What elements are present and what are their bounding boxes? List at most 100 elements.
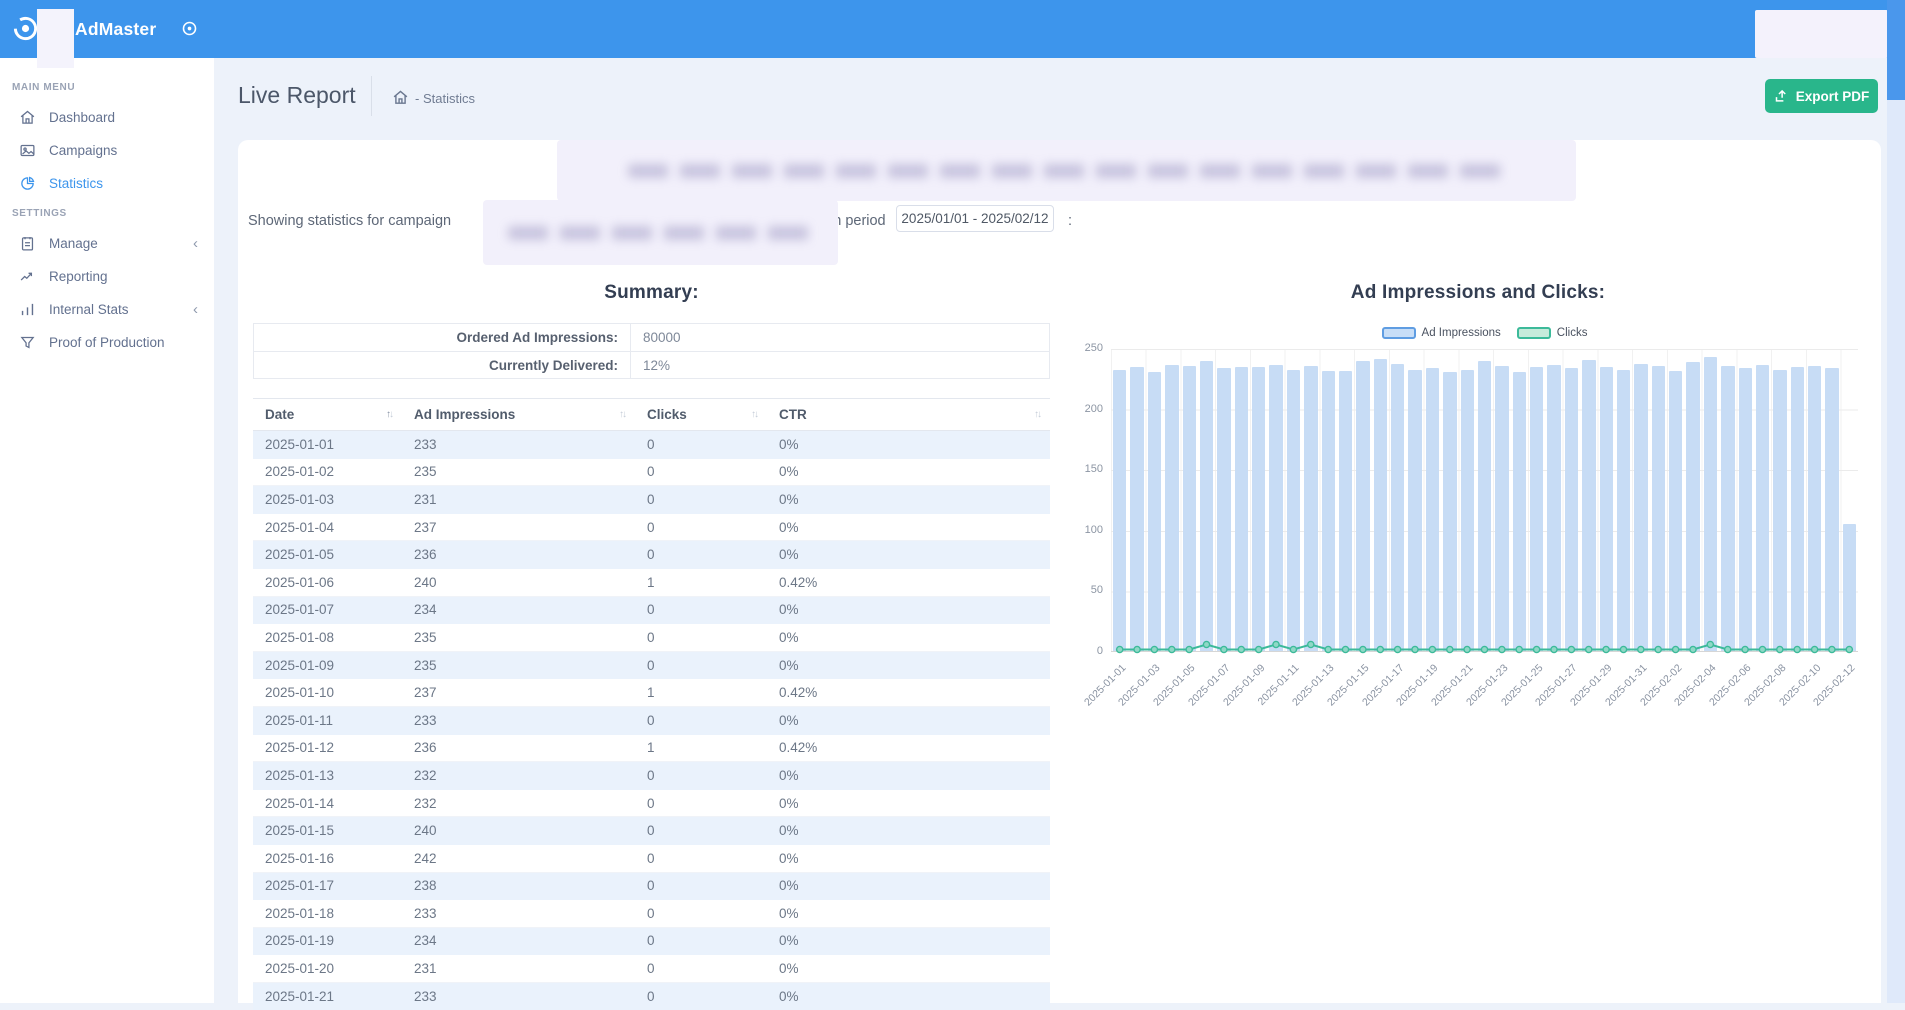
table-cell: 2025-01-06	[253, 575, 402, 590]
table-row: 2025-01-0823500%	[253, 624, 1050, 652]
table-cell: 240	[402, 575, 635, 590]
sort-icon: ↑↓	[751, 409, 757, 420]
table-cell: 0%	[767, 658, 1050, 673]
redacted-campaign-banner	[557, 140, 1576, 201]
table-cell: 1	[635, 740, 767, 755]
clicks-marker	[1759, 646, 1765, 652]
table-cell: 2025-01-03	[253, 492, 402, 507]
table-cell: 2025-01-14	[253, 796, 402, 811]
table-cell: 0	[635, 823, 767, 838]
column-header-ad-impressions[interactable]: Ad Impressions ↑↓	[402, 399, 635, 430]
legend-item-clicks[interactable]: Clicks	[1517, 327, 1588, 339]
table-cell: 235	[402, 658, 635, 673]
home-icon[interactable]	[392, 89, 409, 106]
table-cell: 0%	[767, 437, 1050, 452]
sidebar-item-dashboard[interactable]: Dashboard	[0, 101, 214, 134]
internal-stats-icon	[19, 301, 36, 318]
table-row: 2025-01-0923500%	[253, 652, 1050, 680]
sidebar-item-manage[interactable]: Manage ‹	[0, 227, 214, 260]
export-pdf-button[interactable]: Export PDF	[1765, 79, 1878, 113]
table-cell: 0%	[767, 933, 1050, 948]
column-header-clicks[interactable]: Clicks ↑↓	[635, 399, 767, 430]
table-cell: 0%	[767, 630, 1050, 645]
table-row: 2025-01-1923400%	[253, 928, 1050, 956]
clicks-marker	[1169, 646, 1175, 652]
stats-table-rows: 2025-01-0123300%2025-01-0223500%2025-01-…	[253, 431, 1050, 1010]
sidebar-item-proof-of-production[interactable]: Proof of Production	[0, 326, 214, 359]
sidebar-item-campaigns[interactable]: Campaigns	[0, 134, 214, 167]
summary-value: 12%	[631, 352, 670, 378]
table-cell: 0	[635, 796, 767, 811]
clicks-marker	[1777, 646, 1783, 652]
clicks-marker	[1429, 646, 1435, 652]
legend-item-impressions[interactable]: Ad Impressions	[1382, 327, 1501, 339]
table-cell: 233	[402, 989, 635, 1004]
column-header-date[interactable]: Date ↑↓	[253, 399, 402, 430]
user-menu-redaction-block	[1755, 10, 1888, 58]
clicks-marker	[1481, 646, 1487, 652]
table-cell: 0	[635, 630, 767, 645]
table-cell: 0%	[767, 492, 1050, 507]
table-cell: 237	[402, 685, 635, 700]
table-cell: 2025-01-15	[253, 823, 402, 838]
sidebar-section-main-menu: MAIN MENU	[12, 82, 214, 93]
y-axis-label: 250	[1071, 342, 1103, 354]
table-cell: 0%	[767, 851, 1050, 866]
table-cell: 238	[402, 878, 635, 893]
summary-title: Summary:	[253, 282, 1050, 304]
table-cell: 234	[402, 933, 635, 948]
table-cell: 236	[402, 547, 635, 562]
table-cell: 232	[402, 768, 635, 783]
manage-icon	[19, 235, 36, 252]
table-cell: 2025-01-11	[253, 713, 402, 728]
sidebar-item-internal-stats[interactable]: Internal Stats ‹	[0, 293, 214, 326]
clicks-marker	[1829, 646, 1835, 652]
sidebar: MAIN MENU Dashboard Campaigns Statistics…	[0, 58, 214, 1003]
clicks-marker	[1290, 646, 1296, 652]
table-cell: 2025-01-21	[253, 989, 402, 1004]
date-range-input[interactable]	[896, 205, 1054, 232]
table-row: 2025-01-1524000%	[253, 817, 1050, 845]
clicks-marker	[1238, 646, 1244, 652]
sidebar-item-reporting[interactable]: Reporting	[0, 260, 214, 293]
table-cell: 233	[402, 906, 635, 921]
scrollbar-thumb[interactable]	[1887, 0, 1905, 100]
table-cell: 2025-01-05	[253, 547, 402, 562]
table-cell: 0%	[767, 768, 1050, 783]
table-cell: 0.42%	[767, 685, 1050, 700]
table-row: 2025-01-0523600%	[253, 541, 1050, 569]
clicks-marker	[1586, 646, 1592, 652]
column-header-ctr[interactable]: CTR ↑↓	[767, 399, 1050, 430]
chart-plot	[1111, 349, 1858, 652]
table-cell: 0	[635, 851, 767, 866]
summary-table: Ordered Ad Impressions: 80000 Currently …	[253, 323, 1050, 379]
clicks-marker	[1673, 646, 1679, 652]
sidebar-toggle-icon[interactable]	[181, 20, 198, 37]
table-cell: 2025-01-19	[253, 933, 402, 948]
table-cell: 240	[402, 823, 635, 838]
table-cell: 0%	[767, 989, 1050, 1004]
clicks-marker	[1620, 646, 1626, 652]
breadcrumb: - Statistics	[415, 91, 475, 106]
table-row: 2025-01-1624200%	[253, 845, 1050, 873]
table-cell: 2025-01-16	[253, 851, 402, 866]
redacted-campaign-name	[483, 200, 838, 265]
summary-row: Currently Delivered: 12%	[254, 351, 1049, 378]
table-cell: 235	[402, 464, 635, 479]
clicks-marker	[1256, 646, 1262, 652]
x-axis-labels: 2025-01-012025-01-032025-01-052025-01-07…	[1111, 656, 1858, 786]
table-cell: 0	[635, 658, 767, 673]
table-cell: 2025-01-04	[253, 520, 402, 535]
clicks-marker	[1534, 646, 1540, 652]
clicks-marker	[1395, 646, 1401, 652]
table-cell: 0	[635, 933, 767, 948]
table-row: 2025-01-1323200%	[253, 762, 1050, 790]
clicks-marker	[1742, 646, 1748, 652]
table-row: 2025-01-0624010.42%	[253, 569, 1050, 597]
table-row: 2025-01-0223500%	[253, 459, 1050, 487]
sidebar-item-statistics[interactable]: Statistics	[0, 167, 214, 200]
y-axis-label: 0	[1071, 645, 1103, 657]
clicks-marker	[1360, 646, 1366, 652]
table-cell: 0%	[767, 602, 1050, 617]
y-axis-label: 100	[1071, 524, 1103, 536]
